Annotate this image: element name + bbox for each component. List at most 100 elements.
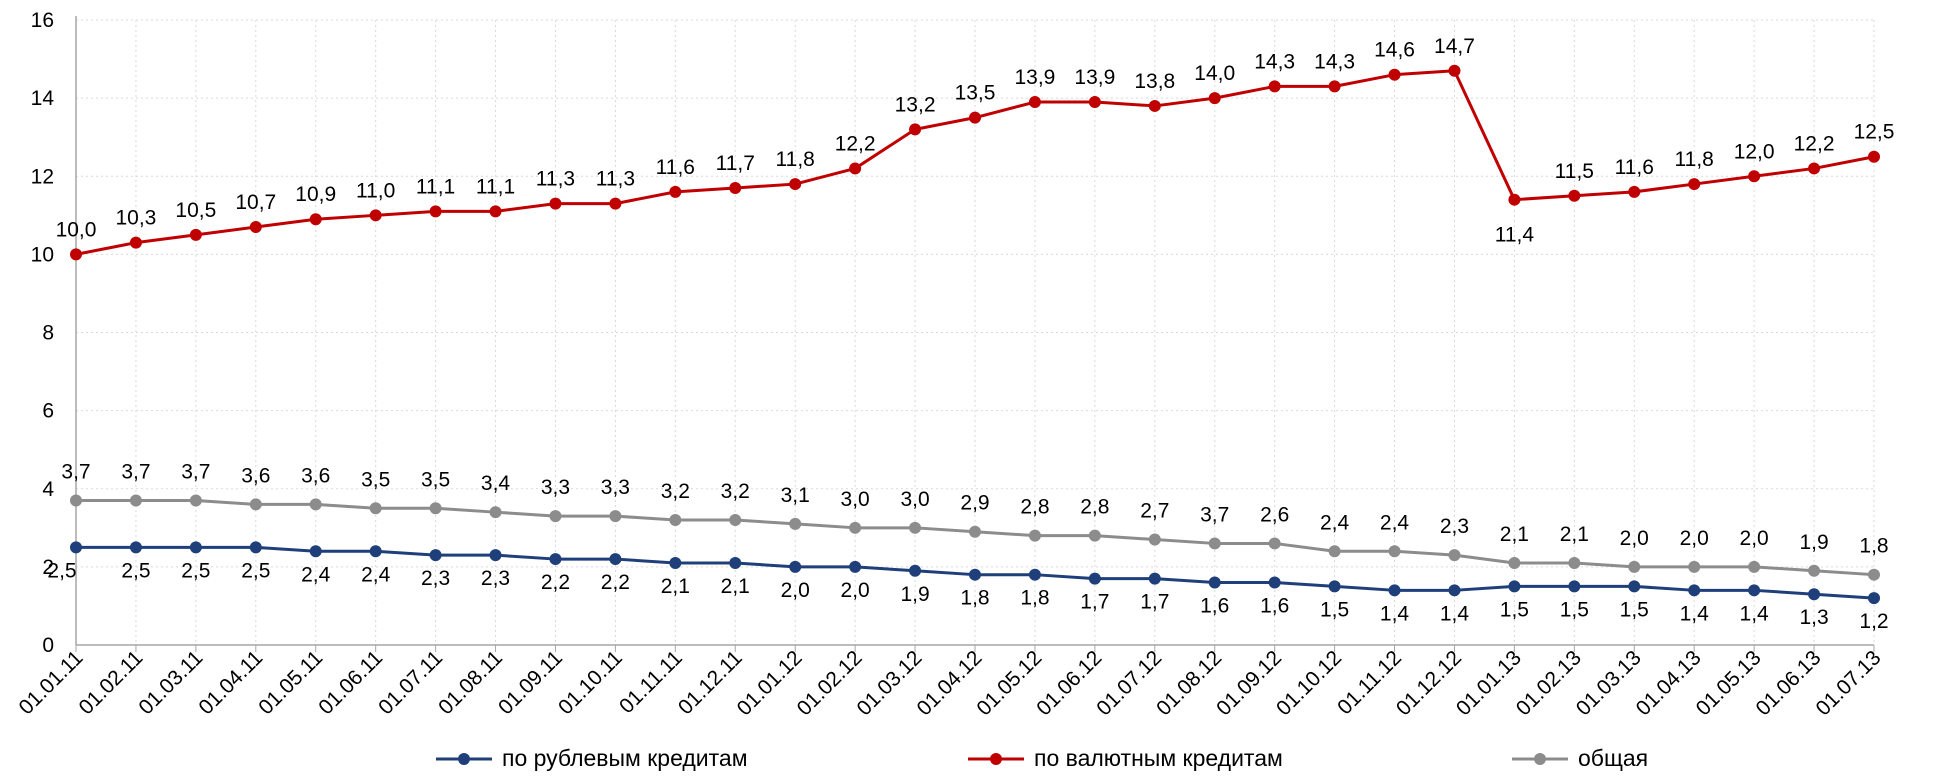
x-tick-label: 01.09.12 bbox=[1212, 646, 1286, 720]
y-tick-label: 6 bbox=[42, 400, 54, 423]
data-point bbox=[669, 185, 682, 198]
data-label: 1,4 bbox=[1440, 602, 1470, 625]
data-label: 14,7 bbox=[1434, 35, 1475, 58]
data-point bbox=[189, 494, 202, 507]
data-point bbox=[1388, 545, 1401, 558]
data-point bbox=[1268, 537, 1281, 550]
data-point bbox=[1448, 549, 1461, 562]
data-label: 1,9 bbox=[1799, 531, 1828, 554]
data-label: 2,5 bbox=[241, 559, 270, 582]
data-label: 2,9 bbox=[960, 492, 989, 515]
data-point bbox=[1568, 189, 1581, 202]
data-point bbox=[1388, 584, 1401, 597]
data-label: 10,0 bbox=[56, 218, 97, 241]
data-label: 1,8 bbox=[960, 587, 989, 610]
data-point bbox=[669, 514, 682, 526]
data-label: 1,9 bbox=[900, 583, 929, 606]
data-label: 14,0 bbox=[1194, 62, 1235, 85]
data-point bbox=[369, 545, 382, 558]
data-point bbox=[189, 228, 202, 241]
data-point bbox=[909, 521, 922, 534]
data-point bbox=[1808, 162, 1821, 175]
data-label: 2,1 bbox=[661, 575, 690, 598]
x-tick-label: 01.08.11 bbox=[434, 646, 507, 719]
data-label: 2,8 bbox=[1080, 496, 1109, 519]
data-label: 3,3 bbox=[541, 476, 570, 499]
data-point bbox=[1088, 96, 1101, 109]
x-tick-label: 01.06.12 bbox=[1032, 646, 1106, 720]
data-label: 2,4 bbox=[301, 563, 331, 586]
data-point bbox=[849, 521, 862, 534]
data-point bbox=[1388, 68, 1401, 81]
data-label: 3,6 bbox=[241, 464, 270, 487]
data-label: 1,6 bbox=[1200, 595, 1229, 618]
data-point bbox=[70, 541, 82, 554]
data-point bbox=[1268, 80, 1281, 93]
data-point bbox=[429, 502, 442, 515]
data-point bbox=[1808, 588, 1821, 601]
data-point bbox=[369, 209, 382, 222]
data-point bbox=[969, 525, 981, 538]
data-point bbox=[609, 197, 622, 210]
data-point bbox=[1628, 580, 1641, 593]
data-point bbox=[549, 510, 562, 523]
series-group bbox=[70, 64, 1880, 605]
data-point bbox=[729, 181, 742, 194]
x-tick-label: 01.02.11 bbox=[75, 646, 148, 719]
x-tick-label: 01.10.11 bbox=[554, 646, 627, 719]
data-point bbox=[1028, 568, 1041, 581]
data-label: 10,7 bbox=[235, 191, 276, 214]
data-label: 3,0 bbox=[841, 488, 870, 511]
data-point bbox=[549, 553, 562, 566]
data-label: 13,9 bbox=[1074, 66, 1115, 89]
data-point bbox=[609, 553, 622, 566]
data-point bbox=[1328, 580, 1341, 593]
data-label: 3,0 bbox=[900, 488, 929, 511]
data-point bbox=[309, 498, 322, 511]
x-tick-label: 01.10.12 bbox=[1272, 646, 1346, 720]
data-label: 1,7 bbox=[1140, 591, 1169, 614]
data-point bbox=[1868, 592, 1880, 605]
data-label: 2,3 bbox=[1440, 515, 1469, 538]
data-label: 1,2 bbox=[1859, 610, 1888, 633]
data-label: 11,7 bbox=[716, 152, 755, 175]
data-point bbox=[189, 541, 202, 554]
data-point bbox=[1208, 576, 1221, 589]
data-label: 12,0 bbox=[1734, 140, 1775, 163]
data-point bbox=[669, 556, 682, 569]
data-label: 11,3 bbox=[536, 168, 575, 191]
data-label: 3,5 bbox=[421, 468, 450, 491]
data-point bbox=[1088, 572, 1101, 585]
y-tick-label: 0 bbox=[42, 634, 54, 657]
data-label: 2,0 bbox=[1680, 527, 1709, 550]
data-label: 2,0 bbox=[1740, 527, 1769, 550]
data-label: 2,1 bbox=[1560, 523, 1589, 546]
data-label: 14,6 bbox=[1374, 39, 1415, 62]
data-label: 1,5 bbox=[1620, 598, 1649, 621]
x-tick-label: 01.03.12 bbox=[853, 646, 927, 720]
legend-label: по рублевым кредитам bbox=[502, 745, 748, 771]
data-label: 13,5 bbox=[955, 82, 996, 105]
legend: по рублевым кредитам по валютным кредитам… bbox=[436, 745, 1648, 771]
data-label: 2,1 bbox=[1500, 523, 1529, 546]
data-point bbox=[1868, 150, 1880, 163]
x-tick-label: 01.04.13 bbox=[1632, 646, 1706, 720]
legend-label: общая bbox=[1578, 745, 1648, 771]
x-tick-label: 01.04.12 bbox=[912, 646, 986, 720]
data-label: 2,7 bbox=[1140, 500, 1169, 523]
data-point bbox=[129, 541, 142, 554]
data-point bbox=[1208, 537, 1221, 550]
data-label: 3,7 bbox=[181, 460, 210, 483]
x-tick-label: 01.05.12 bbox=[972, 646, 1046, 720]
data-point bbox=[1088, 529, 1101, 542]
data-point bbox=[1568, 556, 1581, 569]
data-label: 10,3 bbox=[115, 207, 156, 230]
data-point bbox=[1028, 529, 1041, 542]
data-point bbox=[1328, 80, 1341, 93]
data-label: 1,7 bbox=[1080, 591, 1109, 614]
data-point bbox=[70, 248, 82, 261]
data-label: 3,1 bbox=[781, 484, 810, 507]
x-tick-label: 01.06.13 bbox=[1752, 646, 1826, 720]
data-point bbox=[249, 541, 262, 554]
y-tick-label: 10 bbox=[31, 243, 54, 266]
